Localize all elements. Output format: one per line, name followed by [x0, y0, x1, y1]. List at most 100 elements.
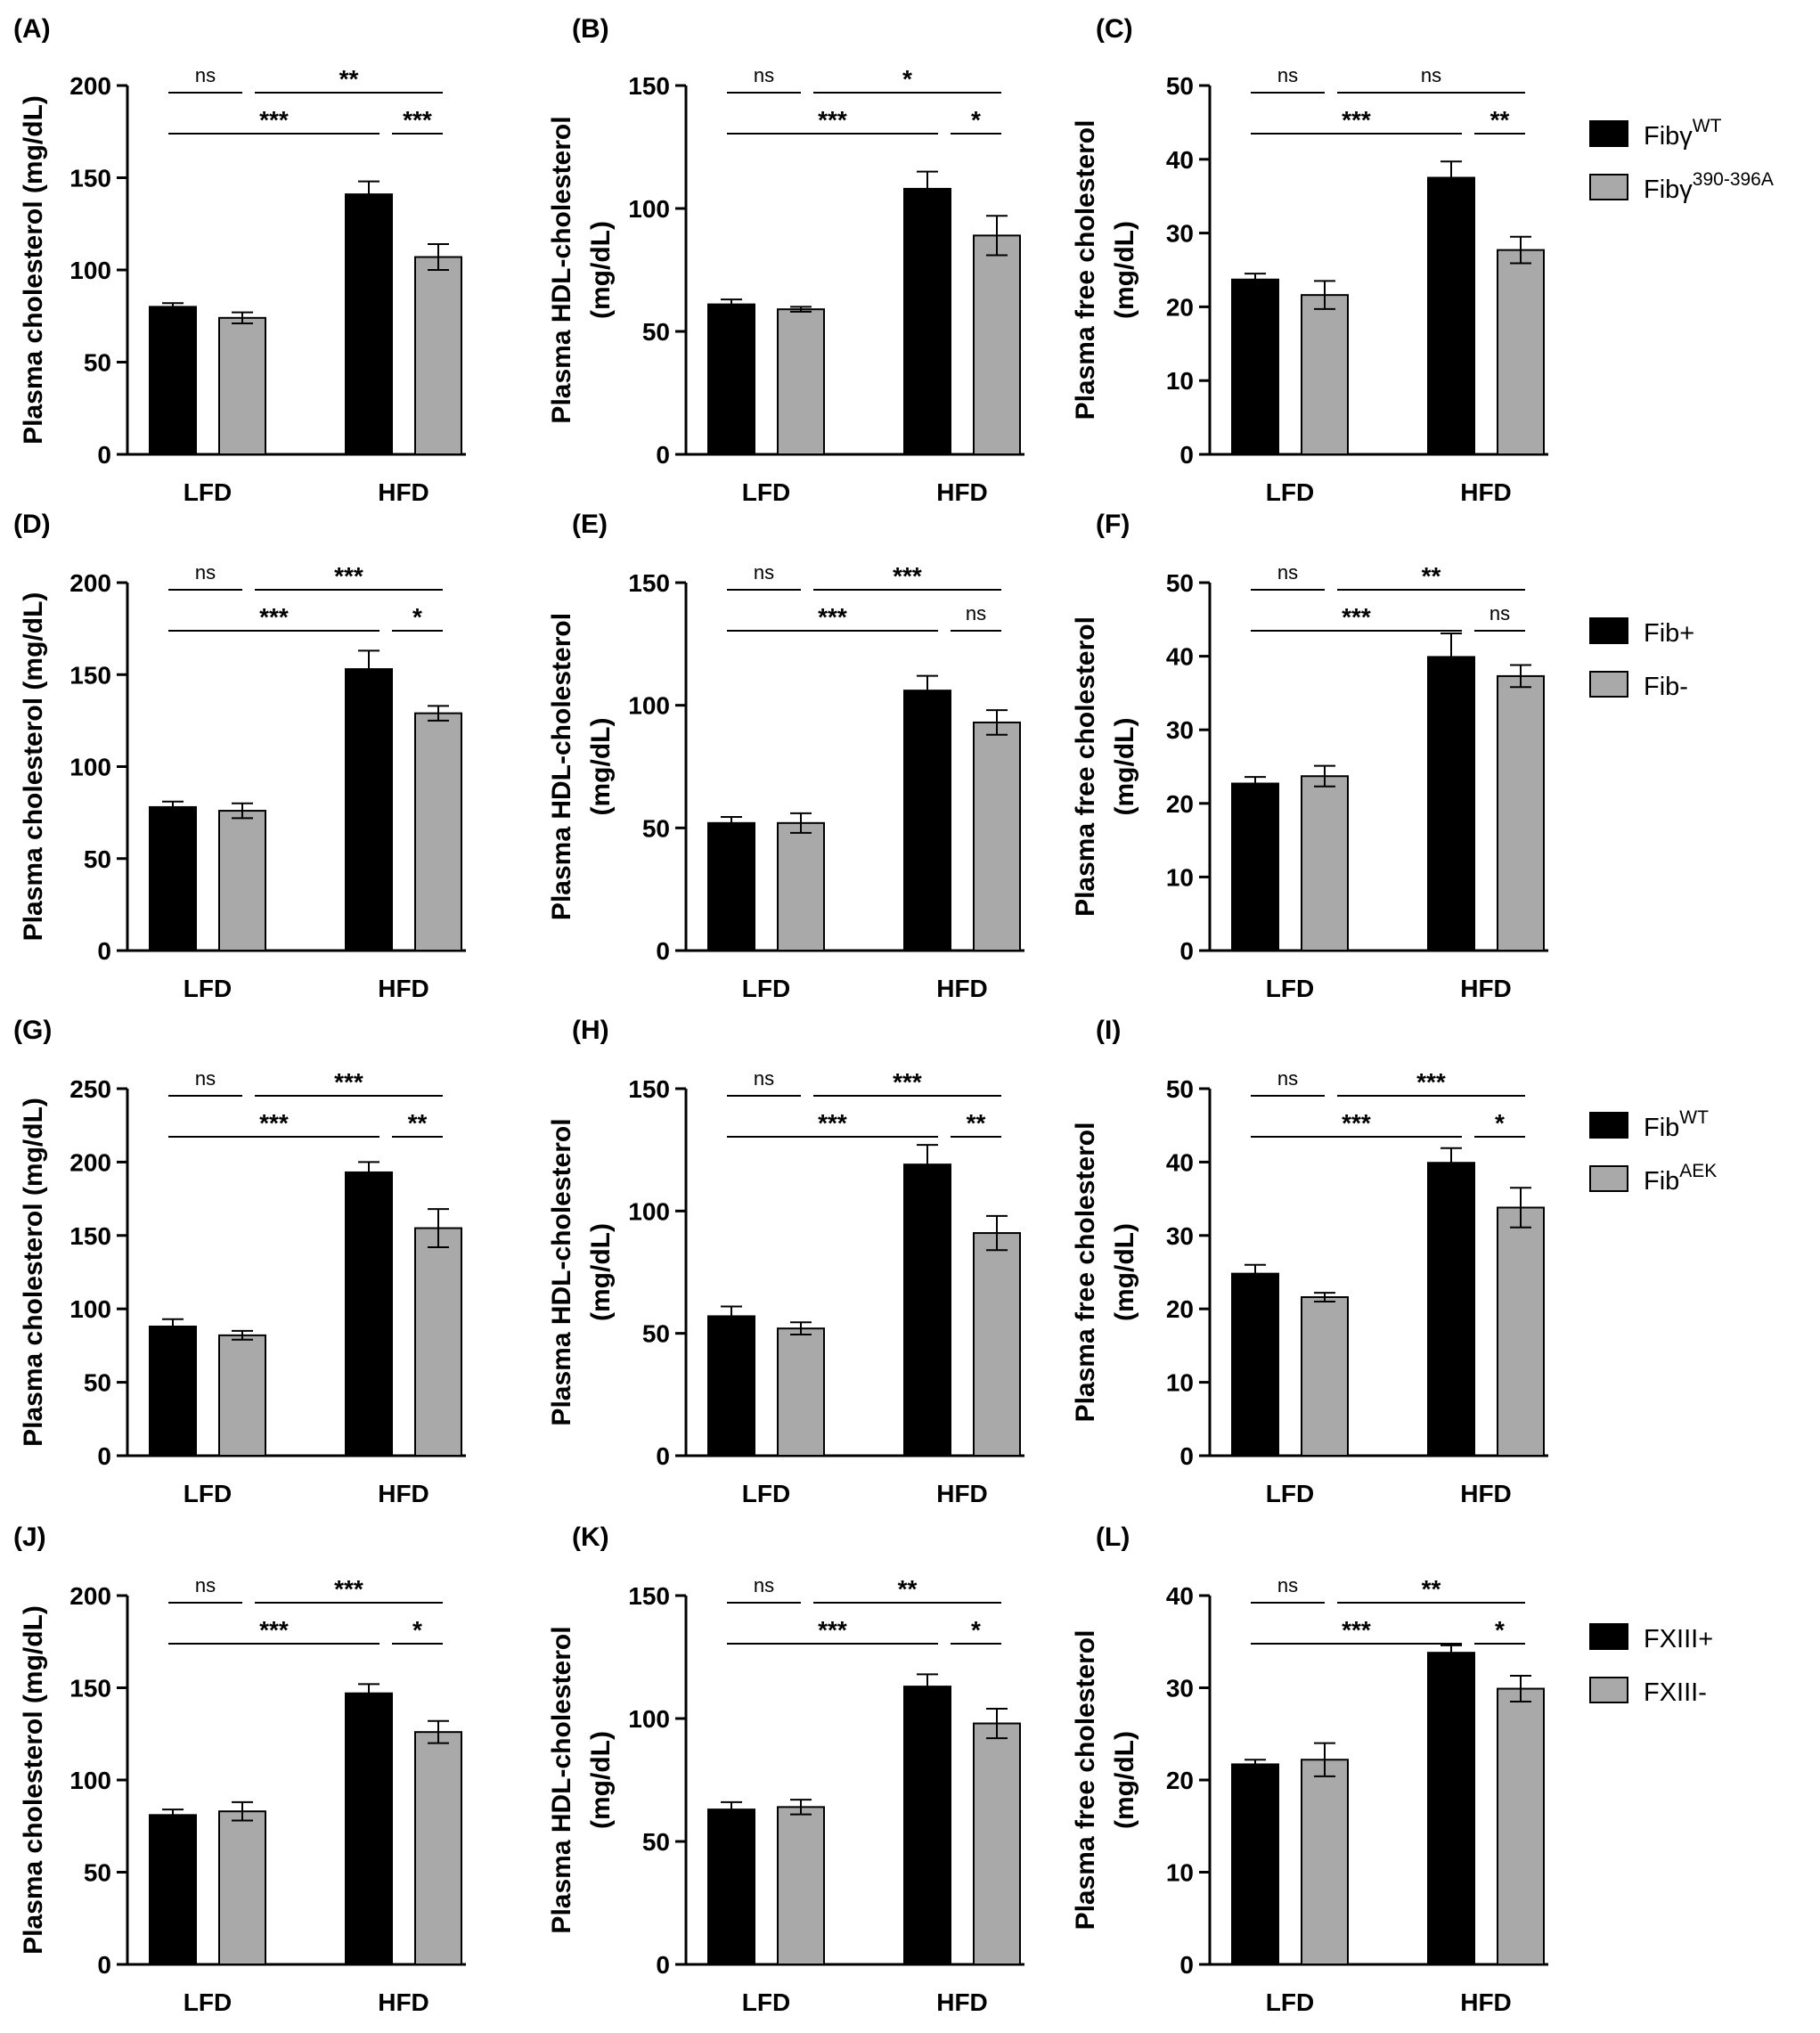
y-tick-label: 50 — [642, 814, 670, 842]
x-category-label: LFD — [1266, 1480, 1314, 1507]
significance-label: * — [1495, 1109, 1505, 1137]
significance-label: ** — [1422, 562, 1441, 590]
bar — [149, 1325, 197, 1457]
y-tick-label: 0 — [1179, 1442, 1194, 1470]
x-category-label: LFD — [742, 1480, 790, 1507]
significance-label: ns — [1277, 561, 1298, 584]
bar — [1301, 775, 1349, 951]
bar — [149, 1814, 197, 1965]
y-tick-label: 100 — [69, 1767, 111, 1794]
x-category-label: HFD — [378, 478, 429, 506]
x-category-label: LFD — [742, 975, 790, 1002]
bar — [1427, 176, 1475, 455]
x-category-label: HFD — [1460, 1480, 1512, 1507]
significance-label: ** — [967, 1109, 986, 1137]
y-tick-label: 150 — [628, 569, 670, 597]
chart-panel-b: (B) Plasma HDL-cholesterol (mg/dL) 0 50 100 15… — [547, 14, 1024, 506]
bar — [1497, 674, 1545, 951]
y-tick-label: 30 — [1166, 1222, 1194, 1250]
significance-label: *** — [818, 603, 847, 631]
significance-label: * — [1495, 1616, 1505, 1644]
legend-swatch — [1589, 1677, 1628, 1703]
y-tick-label: 100 — [628, 195, 670, 223]
legend-entry-base: Fib — [1644, 1167, 1679, 1196]
panel-label: (B) — [572, 14, 609, 44]
panel-label: (J) — [13, 1523, 46, 1552]
legend-entry: FibWT — [1644, 1107, 1709, 1142]
bar — [218, 810, 266, 951]
significance-label: * — [412, 1616, 422, 1644]
significance-label: ns — [1421, 64, 1441, 86]
significance-label: *** — [334, 1575, 363, 1603]
bar — [149, 306, 197, 455]
x-category-label: LFD — [1266, 975, 1314, 1002]
chart-panel-h: (H) Plasma HDL-cholesterol (mg/dL) 0 50 100 15… — [547, 1016, 1024, 1507]
bar — [1231, 1272, 1279, 1457]
y-tick-label: 100 — [628, 692, 670, 720]
significance-label: ns — [966, 602, 986, 625]
y-tick-label: 0 — [656, 441, 670, 469]
bar — [1427, 1162, 1475, 1457]
y-axis-label: (mg/dL) — [586, 221, 616, 319]
bar — [903, 1686, 951, 1965]
y-tick-label: 0 — [1179, 441, 1194, 469]
y-tick-label: 40 — [1166, 643, 1194, 671]
y-tick-label: 0 — [97, 1442, 111, 1470]
bar — [1497, 1206, 1545, 1457]
bar — [1301, 294, 1349, 456]
legend-swatch — [1589, 671, 1628, 698]
y-axis-label: Plasma free cholesterol — [1071, 1123, 1100, 1423]
y-tick-label: 150 — [69, 165, 111, 192]
chart-panel-f: (F) Plasma free cholesterol (mg/dL) 0 10 20 30… — [1071, 510, 1548, 1002]
significance-label: *** — [403, 106, 432, 134]
legend-entry: Fibγ390-396A — [1644, 169, 1774, 204]
chart-panel-j: (J) Plasma cholesterol (mg/dL) 0 50 100 150 20… — [13, 1523, 466, 2016]
bar — [345, 1171, 393, 1457]
significance-label: ns — [1277, 1574, 1298, 1596]
y-axis-label: (mg/dL) — [586, 718, 616, 816]
bar — [1301, 1759, 1349, 1965]
y-axis-label: Plasma HDL-cholesterol — [547, 1118, 576, 1425]
bar — [707, 821, 755, 951]
bar — [903, 1163, 951, 1457]
y-tick-label: 150 — [69, 1222, 111, 1250]
significance-label: ns — [754, 64, 774, 86]
y-axis-label: Plasma HDL-cholesterol — [547, 116, 576, 423]
x-category-label: HFD — [936, 975, 988, 1002]
panel-label: (H) — [572, 1016, 609, 1045]
bar — [973, 721, 1021, 951]
y-tick-label: 10 — [1166, 367, 1194, 395]
significance-label: * — [902, 65, 912, 93]
y-tick-label: 40 — [1166, 1148, 1194, 1176]
y-axis-label: (mg/dL) — [1110, 1731, 1139, 1829]
significance-label: *** — [1342, 603, 1371, 631]
y-tick-label: 0 — [656, 1951, 670, 1979]
x-category-label: HFD — [1460, 975, 1512, 1002]
y-axis-label: Plasma cholesterol (mg/dL) — [19, 95, 48, 445]
significance-label: *** — [818, 1616, 847, 1644]
y-tick-label: 200 — [69, 1148, 111, 1176]
bar — [1427, 1652, 1475, 1966]
y-tick-label: 0 — [656, 1442, 670, 1470]
significance-label: * — [971, 106, 981, 134]
y-tick-label: 20 — [1166, 1767, 1194, 1794]
legend-swatch — [1589, 174, 1628, 200]
significance-label: ns — [1277, 1067, 1298, 1090]
y-tick-label: 100 — [628, 1705, 670, 1733]
bar — [707, 1808, 755, 1965]
x-category-label: HFD — [378, 1988, 429, 2016]
significance-label: ns — [754, 1574, 774, 1596]
y-tick-label: 30 — [1166, 220, 1194, 248]
y-tick-label: 50 — [642, 318, 670, 346]
significance-label: ** — [898, 1575, 918, 1603]
bar — [903, 187, 951, 455]
y-tick-label: 0 — [1179, 937, 1194, 965]
y-axis-label: Plasma HDL-cholesterol — [547, 613, 576, 920]
y-axis-label: (mg/dL) — [1110, 221, 1139, 319]
significance-label: *** — [1342, 106, 1371, 134]
bar — [777, 1327, 825, 1457]
bar — [345, 668, 393, 951]
x-category-label: HFD — [378, 975, 429, 1002]
y-tick-label: 50 — [84, 349, 111, 377]
legend-entry-base: FXIII- — [1644, 1678, 1707, 1707]
